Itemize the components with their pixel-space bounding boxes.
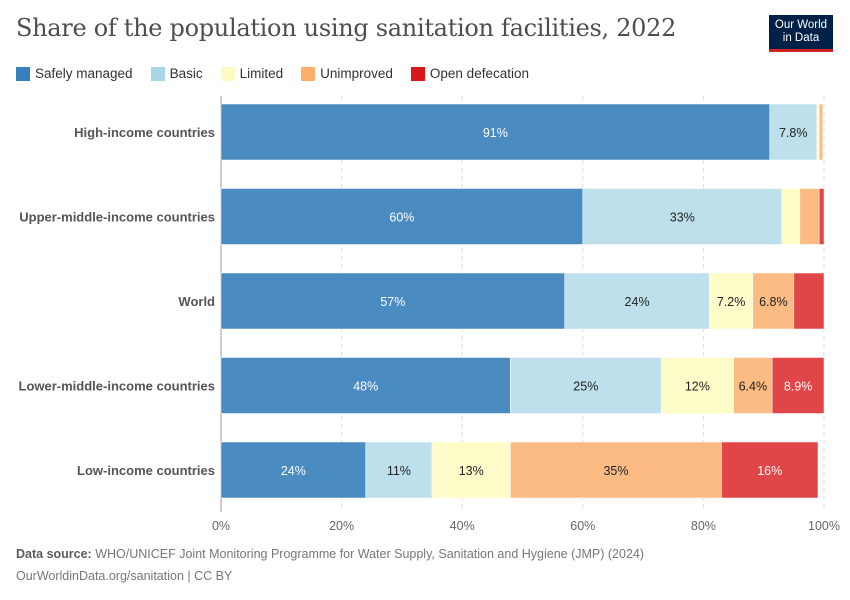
category-label: World — [178, 294, 215, 309]
legend-item-unimproved[interactable]: Unimproved — [301, 66, 393, 81]
data-label: 24% — [625, 295, 650, 309]
bar-segment — [220, 272, 565, 330]
legend-swatch — [150, 66, 165, 81]
bar-segment — [733, 357, 773, 414]
x-tick-label: 0% — [212, 519, 230, 533]
x-tick-label: 40% — [450, 519, 475, 533]
x-tick-label: 60% — [570, 519, 595, 533]
data-label: 35% — [603, 464, 628, 478]
legend-item-safely-managed[interactable]: Safely managed — [16, 66, 133, 81]
bar-segment — [510, 357, 662, 414]
legend-item-basic[interactable]: Basic — [150, 66, 203, 81]
bar-segment — [818, 188, 825, 245]
legend-label: Basic — [169, 66, 203, 81]
bar-segment — [816, 103, 820, 161]
bar-segment — [431, 441, 511, 499]
data-label: 24% — [281, 464, 306, 478]
legend-item-open-defecation[interactable]: Open defecation — [410, 66, 529, 81]
data-label: 33% — [670, 211, 695, 225]
bar-segment — [709, 272, 754, 330]
legend: Safely managed Basic Limited Unimproved … — [16, 66, 547, 81]
logo-line-1: Our World — [774, 19, 828, 31]
bar-segment — [220, 441, 366, 499]
bar-segment — [660, 357, 734, 414]
bar-segment — [721, 441, 819, 499]
legend-label: Safely managed — [35, 66, 133, 81]
legend-label: Open defecation — [429, 66, 529, 81]
data-label: 7.8% — [779, 126, 808, 140]
bar-segment — [510, 441, 722, 499]
data-label: 57% — [380, 295, 405, 309]
bar-segment — [365, 441, 433, 499]
owid-logo[interactable]: Our World in Data — [769, 15, 833, 52]
chart-title: Share of the population using sanitation… — [16, 14, 677, 42]
footer-url[interactable]: OurWorldinData.org/sanitation | CC BY — [16, 569, 233, 583]
data-source: Data source: WHO/UNICEF Joint Monitoring… — [16, 547, 644, 561]
legend-swatch — [301, 66, 316, 81]
bar-segment — [220, 357, 511, 414]
bar-segment — [799, 188, 820, 245]
data-label: 16% — [757, 464, 782, 478]
data-label: 6.8% — [759, 295, 788, 309]
legend-swatch — [410, 66, 425, 81]
bar-segment — [220, 103, 770, 161]
bar-segment — [793, 272, 825, 330]
bar-segment — [220, 188, 584, 245]
source-label: Data source: — [16, 547, 92, 561]
category-label: High-income countries — [74, 125, 215, 140]
x-tick-label: 20% — [329, 519, 354, 533]
data-label: 7.2% — [717, 295, 746, 309]
bar-segment — [564, 272, 710, 330]
data-label: 13% — [459, 464, 484, 478]
data-label: 6.4% — [739, 380, 768, 394]
category-label: Upper-middle-income countries — [19, 210, 215, 225]
legend-swatch — [220, 66, 235, 81]
data-label: 8.9% — [784, 380, 813, 394]
x-tick-label: 100% — [808, 519, 840, 533]
data-label: 25% — [573, 380, 598, 394]
legend-label: Limited — [239, 66, 284, 81]
category-label: Lower-middle-income countries — [19, 379, 215, 394]
source-text: WHO/UNICEF Joint Monitoring Programme fo… — [91, 547, 645, 561]
bar-segment — [769, 103, 818, 161]
legend-swatch — [16, 66, 30, 81]
data-label: 11% — [387, 464, 411, 478]
bar-segment — [582, 188, 783, 245]
data-label: 91% — [483, 126, 508, 140]
data-label: 48% — [353, 380, 378, 394]
x-tick-label: 80% — [691, 519, 716, 533]
legend-item-limited[interactable]: Limited — [220, 66, 284, 81]
bar-segment — [752, 272, 795, 330]
legend-label: Unimproved — [320, 66, 393, 81]
bar-segment — [781, 188, 801, 245]
data-label: 12% — [685, 380, 710, 394]
bar-segment — [771, 357, 825, 414]
category-label: Low-income countries — [77, 463, 215, 478]
bar-segment — [818, 103, 824, 161]
logo-line-2: in Data — [782, 32, 820, 44]
data-label: 60% — [389, 211, 414, 225]
